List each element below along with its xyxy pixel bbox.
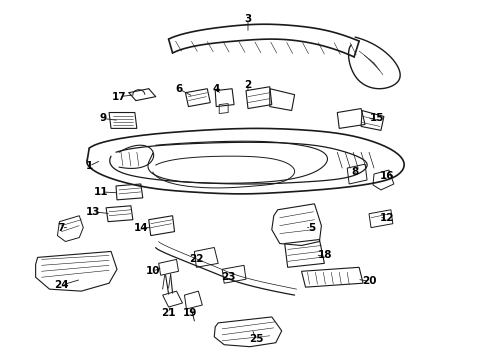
Text: 24: 24 bbox=[54, 280, 69, 290]
Text: 8: 8 bbox=[351, 167, 359, 177]
Text: 20: 20 bbox=[362, 276, 376, 286]
Text: 1: 1 bbox=[86, 161, 93, 171]
Text: 19: 19 bbox=[183, 308, 197, 318]
Text: 5: 5 bbox=[308, 222, 315, 233]
Text: 6: 6 bbox=[175, 84, 182, 94]
Text: 13: 13 bbox=[86, 207, 100, 217]
Text: 16: 16 bbox=[380, 171, 394, 181]
Text: 12: 12 bbox=[380, 213, 394, 223]
Text: 22: 22 bbox=[189, 255, 204, 264]
Text: 3: 3 bbox=[245, 14, 251, 24]
Text: 10: 10 bbox=[146, 266, 160, 276]
Text: 25: 25 bbox=[248, 334, 263, 344]
Text: 21: 21 bbox=[161, 308, 176, 318]
Text: 4: 4 bbox=[213, 84, 220, 94]
Text: 15: 15 bbox=[370, 113, 384, 123]
Text: 18: 18 bbox=[318, 251, 333, 260]
Text: 17: 17 bbox=[112, 92, 126, 102]
Text: 23: 23 bbox=[221, 272, 235, 282]
Text: 7: 7 bbox=[58, 222, 65, 233]
Text: 2: 2 bbox=[245, 80, 251, 90]
Text: 14: 14 bbox=[133, 222, 148, 233]
Text: 11: 11 bbox=[94, 187, 108, 197]
Text: 9: 9 bbox=[99, 113, 107, 123]
